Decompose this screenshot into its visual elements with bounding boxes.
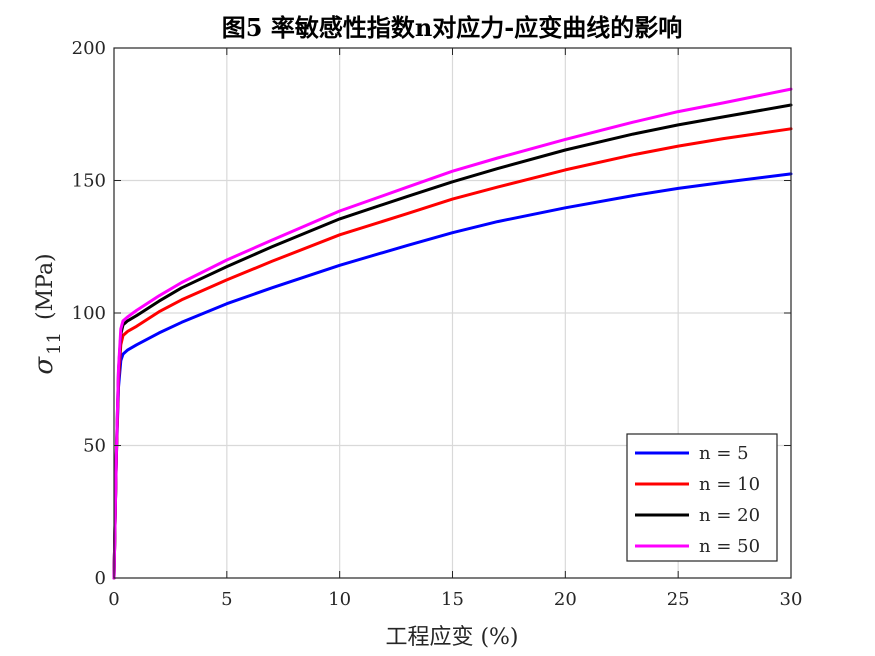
legend-box: [626, 433, 778, 562]
x-tick-label: 0: [108, 589, 119, 610]
chart-title: 图5 率敏感性指数n对应力-应变曲线的影响: [222, 13, 682, 42]
legend: n = 5 n = 10 n = 20 n = 50: [626, 433, 778, 562]
legend-label: n = 5: [699, 443, 749, 464]
legend-label: n = 20: [699, 505, 760, 526]
x-tick-label: 10: [328, 589, 351, 610]
y-tick-label: 50: [83, 436, 106, 457]
x-tick-label: 20: [554, 589, 577, 610]
y-tick-label: 100: [72, 303, 106, 324]
y-axis-label: σ11 (MPa): [29, 253, 65, 374]
y-tick-label: 200: [72, 38, 106, 59]
y-ticks: 0 50 100 150 200: [72, 38, 791, 589]
series-line-4: [112, 87, 793, 580]
y-axis-unit: (MPa): [33, 253, 58, 320]
x-ticks: 0 5 10 15 20 25 30: [108, 48, 802, 610]
y-axis-symbol: σ: [29, 356, 59, 375]
x-tick-label: 25: [667, 589, 690, 610]
x-axis-label: 工程应变 (%): [385, 625, 518, 650]
series-layer: [112, 87, 793, 580]
legend-label: n = 50: [699, 536, 760, 557]
y-tick-label: 150: [72, 171, 106, 192]
x-tick-label: 30: [780, 589, 803, 610]
x-tick-label: 5: [221, 589, 232, 610]
legend-label: n = 10: [699, 474, 760, 495]
y-tick-label: 0: [95, 568, 106, 589]
x-tick-label: 15: [441, 589, 464, 610]
y-axis-subscript: 11: [44, 332, 65, 355]
